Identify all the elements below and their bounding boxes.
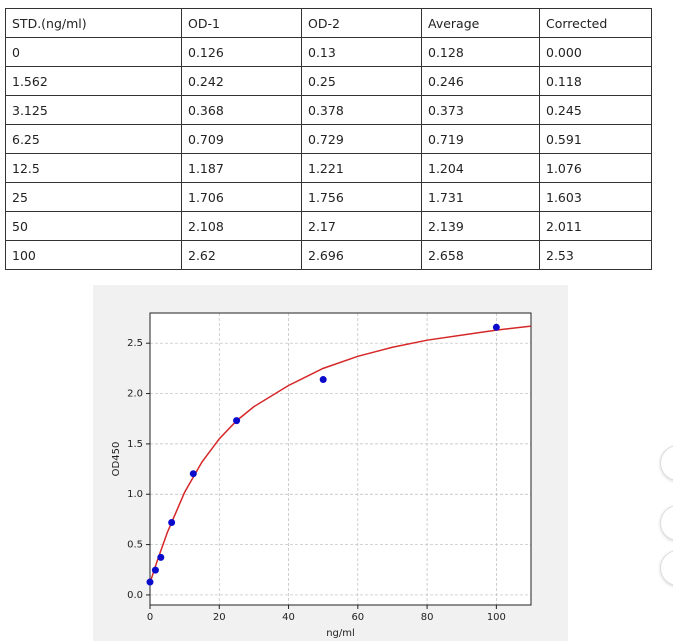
table-cell: 1.076 [539,153,652,183]
table-cell: 0.25 [301,66,422,96]
table-cell: 2.658 [421,240,540,270]
y-tick-label: 2.0 [127,389,143,400]
table-cell: 100 [5,240,182,270]
fit-curve [149,325,532,584]
table-row: 3.125 0.368 0.378 0.373 0.245 [5,95,652,125]
data-point [157,553,165,561]
table-cell: 2.139 [421,211,540,241]
table-row: 50 2.108 2.17 2.139 2.011 [5,211,652,241]
table-cell: 2.62 [181,240,302,270]
data-table: STD.(ng/ml) OD-1 OD-2 Average Corrected 0 0.12… [5,8,652,270]
table-cell: 1.603 [539,182,652,212]
table-cell: 1.204 [421,153,540,183]
header-cell: Average [421,8,540,38]
x-axis-label: ng/ml [326,628,355,639]
data-point [151,566,159,574]
x-tick-label: 0 [147,612,153,623]
x-tick-label: 60 [351,612,364,623]
y-tick-label: 0.0 [127,590,143,601]
header-cell: Corrected [539,8,652,38]
table-cell: 1.187 [181,153,302,183]
y-tick-label: 1.0 [127,489,143,500]
table-cell: 0.719 [421,124,540,154]
table-cell: 2.53 [539,240,652,270]
table-cell: 0.373 [421,95,540,125]
table-cell: 0.246 [421,66,540,96]
y-axis-label: OD450 [111,442,122,477]
data-point [189,470,197,478]
y-tick-label: 0.5 [127,540,143,551]
table-cell: 25 [5,182,182,212]
table-cell: 0.13 [301,37,422,67]
table-row: STD.(ng/ml) OD-1 OD-2 Average Corrected [5,8,652,38]
table-cell: 3.125 [5,95,182,125]
table-cell: 2.011 [539,211,652,241]
data-point [492,323,500,331]
data-point [319,376,327,384]
table-row: 0 0.126 0.13 0.128 0.000 [5,37,652,67]
header-cell: OD-1 [181,8,302,38]
table-cell: 0.126 [181,37,302,67]
table-cell: 0.709 [181,124,302,154]
y-tick-label: 1.5 [127,439,143,450]
data-point [233,417,241,425]
data-point [146,578,154,586]
y-tick-label: 2.5 [127,338,143,349]
table-row: 100 2.62 2.696 2.658 2.53 [5,240,652,270]
x-tick-label: 80 [421,612,434,623]
table-cell: 0.378 [301,95,422,125]
plot-frame [149,312,532,606]
plot-area [150,313,531,605]
header-cell: STD.(ng/ml) [5,8,182,38]
data-point [168,519,176,527]
x-tick-label: 40 [282,612,295,623]
x-tick-label: 100 [487,612,506,623]
x-tick-label: 20 [213,612,226,623]
